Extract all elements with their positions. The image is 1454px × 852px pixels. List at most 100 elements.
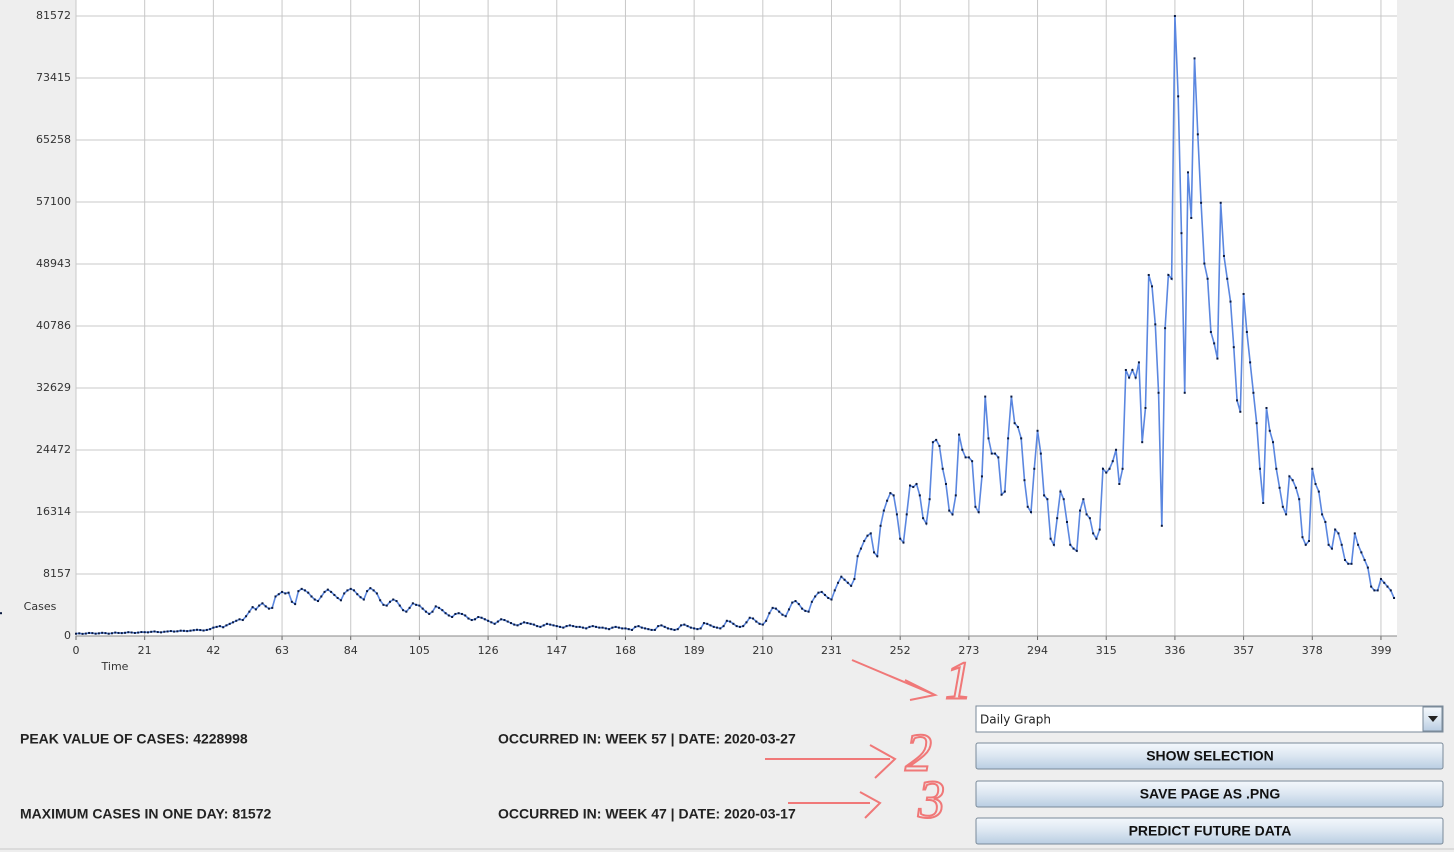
data-point: [153, 630, 156, 633]
data-point: [879, 524, 882, 527]
y-tick-label: 24472: [36, 443, 71, 456]
data-point: [559, 625, 562, 628]
data-point: [735, 625, 738, 628]
data-point: [467, 617, 470, 620]
data-point: [1137, 361, 1140, 364]
data-point: [1321, 513, 1324, 516]
data-point: [297, 590, 300, 593]
data-point: [264, 605, 267, 608]
button-label[interactable]: PREDICT FUTURE DATA: [1129, 823, 1292, 839]
data-point: [967, 456, 970, 459]
data-point: [931, 441, 934, 444]
data-point: [248, 610, 251, 613]
button[interactable]: PREDICT FUTURE DATA: [975, 817, 1444, 845]
y-axis-label: Cases: [24, 600, 57, 613]
data-point: [1183, 391, 1186, 394]
data-point: [107, 632, 110, 635]
data-point: [869, 532, 872, 535]
data-point: [791, 601, 794, 604]
button-label[interactable]: SHOW SELECTION: [1146, 748, 1274, 764]
dropdown-arrow[interactable]: [1428, 716, 1438, 722]
data-point: [460, 612, 463, 615]
data-point: [601, 626, 604, 629]
data-point: [863, 539, 866, 542]
data-point: [1160, 524, 1163, 527]
x-tick-label: 399: [1370, 644, 1391, 657]
data-point: [1167, 273, 1170, 276]
data-point: [1376, 589, 1379, 592]
data-point: [94, 632, 97, 635]
data-point: [1052, 543, 1055, 546]
data-point: [140, 631, 143, 634]
data-point: [1020, 437, 1023, 440]
data-point: [748, 616, 751, 619]
data-point: [480, 616, 483, 619]
data-point: [150, 630, 153, 633]
data-point: [483, 618, 486, 621]
data-point: [752, 617, 755, 620]
data-point: [457, 612, 460, 615]
data-point: [843, 578, 846, 581]
data-point: [182, 629, 185, 632]
data-point: [961, 448, 964, 451]
data-point: [281, 590, 284, 593]
button[interactable]: SHOW SELECTION: [975, 742, 1444, 770]
data-point: [634, 625, 637, 628]
data-point: [78, 632, 81, 635]
data-point: [1379, 577, 1382, 580]
data-point: [127, 631, 130, 634]
data-point: [1239, 410, 1242, 413]
data-point: [1157, 391, 1160, 394]
button[interactable]: SAVE PAGE AS .PNG: [975, 780, 1444, 808]
x-tick-label: 210: [752, 644, 773, 657]
data-point: [683, 623, 686, 626]
data-point: [765, 619, 768, 622]
data-point: [114, 631, 117, 634]
data-point: [160, 631, 163, 634]
data-point: [307, 591, 310, 594]
data-point: [666, 627, 669, 630]
data-point: [1180, 232, 1183, 235]
dropdown-value[interactable]: Daily Graph: [980, 713, 1051, 727]
data-point: [431, 610, 434, 613]
button-box[interactable]: [975, 780, 1444, 808]
data-point: [1085, 513, 1088, 516]
data-point: [1324, 520, 1327, 523]
data-point: [317, 600, 320, 603]
data-point: [745, 621, 748, 624]
button-label[interactable]: SAVE PAGE AS .PNG: [1140, 786, 1281, 802]
data-point: [173, 630, 176, 633]
data-point: [369, 587, 372, 590]
data-point: [330, 590, 333, 593]
data-point: [1186, 171, 1189, 174]
dropdown[interactable]: Daily Graph: [975, 705, 1444, 733]
dropdown-box[interactable]: [975, 705, 1444, 733]
data-point: [866, 534, 869, 537]
data-point: [758, 622, 761, 625]
data-point: [137, 631, 140, 634]
data-point: [595, 625, 598, 628]
data-point: [1108, 467, 1111, 470]
data-point: [1036, 429, 1039, 432]
button-box[interactable]: [975, 742, 1444, 770]
data-point: [958, 433, 961, 436]
x-tick-label: 126: [478, 644, 499, 657]
data-point: [693, 627, 696, 630]
x-tick-label: 231: [821, 644, 842, 657]
data-point: [1275, 467, 1278, 470]
data-point: [588, 625, 591, 628]
data-point: [823, 593, 826, 596]
data-point: [1072, 547, 1075, 550]
data-point: [781, 613, 784, 616]
button-box[interactable]: [975, 817, 1444, 845]
data-point: [1343, 558, 1346, 561]
x-tick-label: 315: [1096, 644, 1117, 657]
data-point: [110, 632, 113, 635]
annotation-arrow: [788, 791, 882, 819]
data-point: [660, 624, 663, 627]
data-point: [997, 456, 1000, 459]
data-point: [477, 615, 480, 618]
data-point: [951, 513, 954, 516]
data-point: [771, 606, 774, 609]
